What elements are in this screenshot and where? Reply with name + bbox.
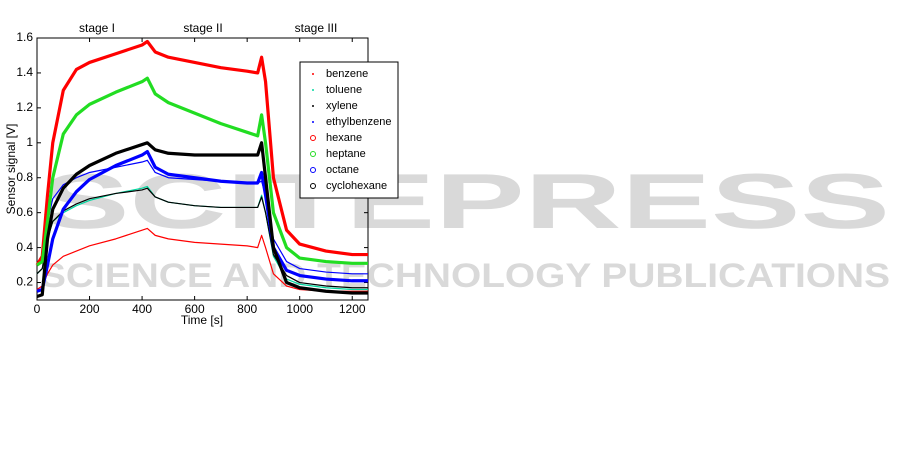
x-tick-label: 600 [185,302,205,316]
y-tick-label: 0.2 [16,275,33,289]
legend-label: xylene [326,100,358,112]
y-tick-label: 1.4 [16,65,33,79]
legend-label: toluene [326,84,362,96]
series-line [36,159,368,275]
legend-label: ethylbenzene [326,116,391,128]
legend-marker [312,73,314,75]
legend-marker [310,167,316,173]
legend-marker [312,105,314,107]
y-tick-label: 1.2 [16,100,33,114]
annotation: stage I [79,21,115,35]
x-tick-label: 1000 [286,302,313,316]
y-tick-label: 0.6 [16,205,33,219]
legend-marker [310,151,316,157]
legend-label: octane [326,164,359,176]
legend-label: hexane [326,132,362,144]
legend-marker [312,121,314,123]
legend-label: heptane [326,148,366,160]
watermark: SCITEPRESS [40,157,890,245]
legend-box [299,61,399,199]
legend-marker [310,135,316,141]
series-line [36,227,368,292]
y-axis-label: Sensor signal [V] [4,124,18,215]
x-tick-label: 800 [237,302,257,316]
x-tick-label: 400 [132,302,152,316]
legend-label: cyclohexane [326,180,387,192]
series-line [36,149,368,293]
y-tick-label: 0.4 [16,240,33,254]
y-tick-label: 0.8 [16,170,33,184]
series-line [35,39,368,266]
legend-marker [310,183,316,189]
y-tick-label: 1 [26,135,33,149]
legend-label: benzene [326,68,368,80]
x-tick-label: 0 [34,302,41,316]
y-tick-label: 1.6 [16,30,33,44]
annotation: stage II [183,21,222,35]
x-tick-label: 200 [80,302,100,316]
series-line [36,141,368,299]
annotation: stage III [295,21,338,35]
legend-marker [312,89,314,91]
watermark: SCIENCE AND TECHNOLOGY PUBLICATIONS [40,257,890,295]
series-line [36,76,368,267]
x-axis-label: Time [s] [181,313,223,327]
x-tick-label: 1200 [339,302,366,316]
